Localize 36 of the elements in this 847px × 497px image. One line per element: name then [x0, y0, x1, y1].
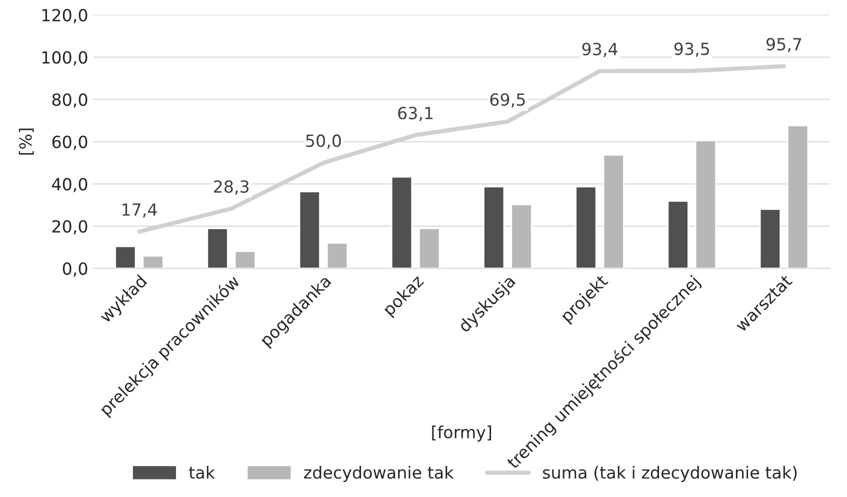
- bar: [575, 186, 597, 268]
- y-tick-label: 20,0: [52, 220, 88, 234]
- bar: [510, 204, 532, 268]
- bar: [694, 140, 717, 268]
- bar: [418, 228, 440, 268]
- bar: [483, 186, 505, 268]
- bar: [667, 200, 689, 268]
- data-label: 50,0: [306, 134, 341, 149]
- y-tick-label: 80,0: [52, 93, 88, 108]
- bar: [142, 255, 164, 268]
- data-label: 93,5: [674, 42, 709, 57]
- x-axis-title: [formy]: [432, 426, 492, 442]
- data-label: 17,4: [122, 204, 157, 218]
- y-tick-label: 100,0: [42, 51, 88, 66]
- y-tick-label: 60,0: [52, 136, 88, 150]
- bar: [326, 242, 348, 268]
- y-tick-label: 120,0: [42, 8, 88, 24]
- bar: [602, 154, 624, 268]
- data-label: 93,4: [582, 42, 618, 58]
- y-axis-title: [%]: [18, 128, 34, 155]
- bar: [298, 190, 320, 268]
- legend-label: suma (tak i zdecydowanie tak): [542, 466, 797, 482]
- bar: [759, 208, 782, 268]
- y-tick-label: 0,0: [62, 262, 88, 277]
- bar: [786, 124, 809, 268]
- data-label: 63,1: [398, 106, 433, 122]
- data-label: 69,5: [490, 93, 525, 108]
- legend-label: zdecydowanie tak: [304, 466, 454, 482]
- data-label: 95,7: [766, 38, 802, 52]
- y-tick-label: 40,0: [52, 178, 88, 192]
- bar: [234, 250, 256, 268]
- data-label: 28,3: [214, 180, 249, 195]
- bar: [390, 176, 413, 268]
- bar: [114, 246, 136, 268]
- bar: [206, 228, 228, 268]
- legend-label: tak: [189, 466, 215, 479]
